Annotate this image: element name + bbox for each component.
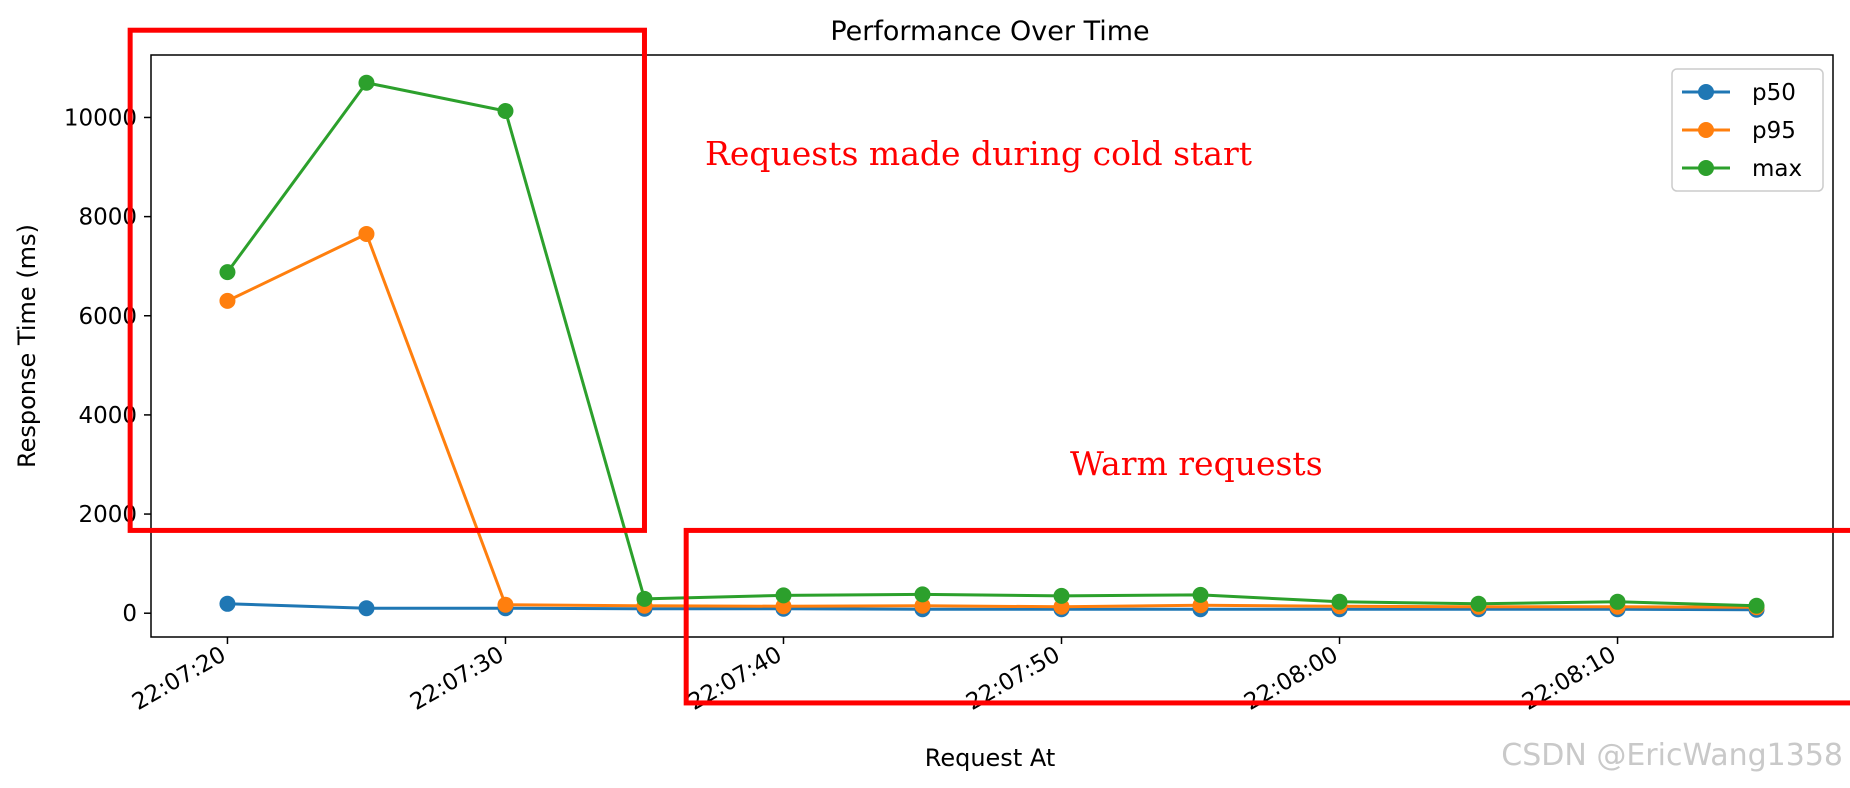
x-axis-label: Request At [925, 744, 1056, 772]
y-tick-label: 8000 [78, 205, 137, 231]
x-tick-label: 22:07:20 [128, 642, 230, 716]
data-point-p95 [497, 596, 514, 613]
legend-marker-p95 [1698, 122, 1714, 138]
legend: p50 p95 max [1671, 68, 1824, 192]
data-point-p95 [914, 597, 931, 614]
data-point-max [497, 103, 514, 120]
data-point-max [914, 586, 931, 603]
annotation-box-1 [127, 27, 647, 533]
data-point-max [358, 74, 375, 91]
annotation-label-1: Requests made during cold start [705, 134, 1252, 173]
watermark: CSDN @EricWang1358 [1501, 738, 1843, 773]
legend-marker-p50 [1698, 84, 1714, 100]
y-tick-label: 0 [122, 601, 137, 627]
legend-label-p95: p95 [1752, 118, 1796, 144]
y-tick-label: 4000 [78, 403, 137, 429]
y-axis-label: Response Time (ms) [13, 224, 41, 468]
y-tick-label: 6000 [78, 304, 137, 330]
x-tick-label: 22:07:30 [406, 642, 508, 716]
data-point-p50 [219, 595, 236, 612]
plot-area [150, 54, 1834, 638]
series-group [219, 74, 1765, 618]
data-point-max [1331, 593, 1348, 610]
annotation-label-2: Warm requests [1070, 444, 1323, 483]
series-line-p95 [226, 232, 1757, 609]
legend-label-max: max [1752, 156, 1802, 182]
data-point-max [219, 264, 236, 281]
series-line-max [226, 81, 1757, 608]
data-point-max [1748, 597, 1765, 614]
data-point-max [636, 590, 653, 607]
series-line-p50 [227, 602, 1757, 612]
data-point-p50 [358, 600, 375, 617]
legend-label-p50: p50 [1752, 80, 1796, 106]
chart-title: Performance Over Time [830, 16, 1149, 47]
y-axis: 0 2000 4000 6000 8000 10000 [64, 105, 151, 627]
data-point-p95 [219, 292, 236, 309]
annotation-box-2 [683, 527, 1850, 706]
legend-marker-max [1698, 160, 1714, 176]
data-point-max [1609, 593, 1626, 610]
data-point-p95 [358, 225, 375, 242]
y-tick-label: 10000 [64, 105, 137, 131]
data-point-max [1470, 595, 1487, 612]
annotations: Requests made during cold start Warm requ… [127, 27, 1850, 706]
legend-box [1671, 68, 1824, 192]
y-tick-label: 2000 [78, 502, 137, 528]
data-point-max [1053, 587, 1070, 604]
data-point-max [775, 587, 792, 604]
data-point-max [1192, 586, 1209, 603]
